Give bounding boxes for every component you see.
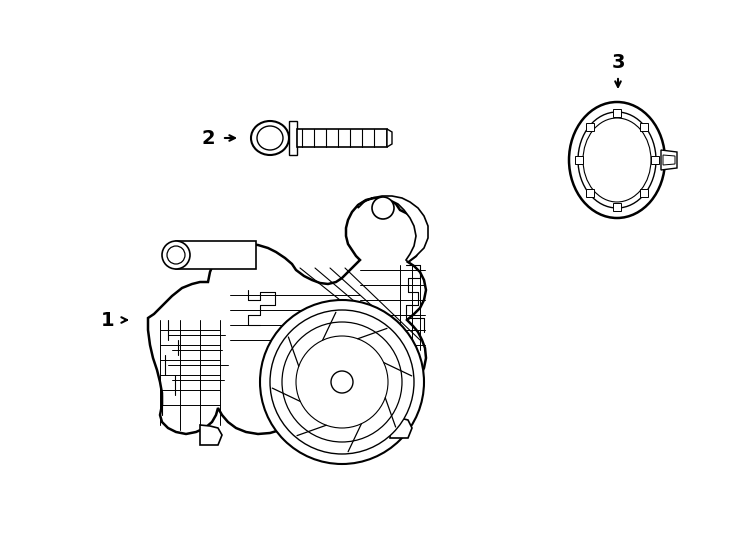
Ellipse shape [270, 310, 414, 454]
Polygon shape [320, 430, 352, 445]
Bar [640, 123, 648, 131]
Ellipse shape [257, 126, 283, 150]
Ellipse shape [162, 241, 190, 269]
Ellipse shape [260, 300, 424, 464]
Ellipse shape [331, 371, 353, 393]
Ellipse shape [569, 102, 665, 218]
Bar [586, 123, 594, 131]
Polygon shape [663, 155, 675, 165]
Text: 3: 3 [611, 52, 625, 71]
Bar [613, 203, 621, 211]
Ellipse shape [282, 322, 402, 442]
Bar [613, 109, 621, 117]
Ellipse shape [167, 246, 185, 264]
Ellipse shape [578, 112, 656, 208]
Polygon shape [390, 418, 412, 438]
Ellipse shape [372, 197, 394, 219]
Ellipse shape [583, 118, 651, 202]
Polygon shape [387, 129, 392, 147]
Bar [640, 189, 648, 197]
Bar [575, 156, 583, 164]
Polygon shape [176, 241, 256, 269]
Ellipse shape [251, 121, 289, 155]
Polygon shape [661, 150, 677, 170]
Bar [586, 189, 594, 197]
Polygon shape [148, 198, 426, 436]
Bar [651, 156, 659, 164]
Ellipse shape [296, 336, 388, 428]
Polygon shape [289, 121, 297, 155]
Polygon shape [297, 129, 387, 147]
Text: 1: 1 [101, 310, 115, 329]
Text: 2: 2 [201, 129, 215, 147]
Polygon shape [200, 425, 222, 445]
Polygon shape [358, 196, 428, 262]
